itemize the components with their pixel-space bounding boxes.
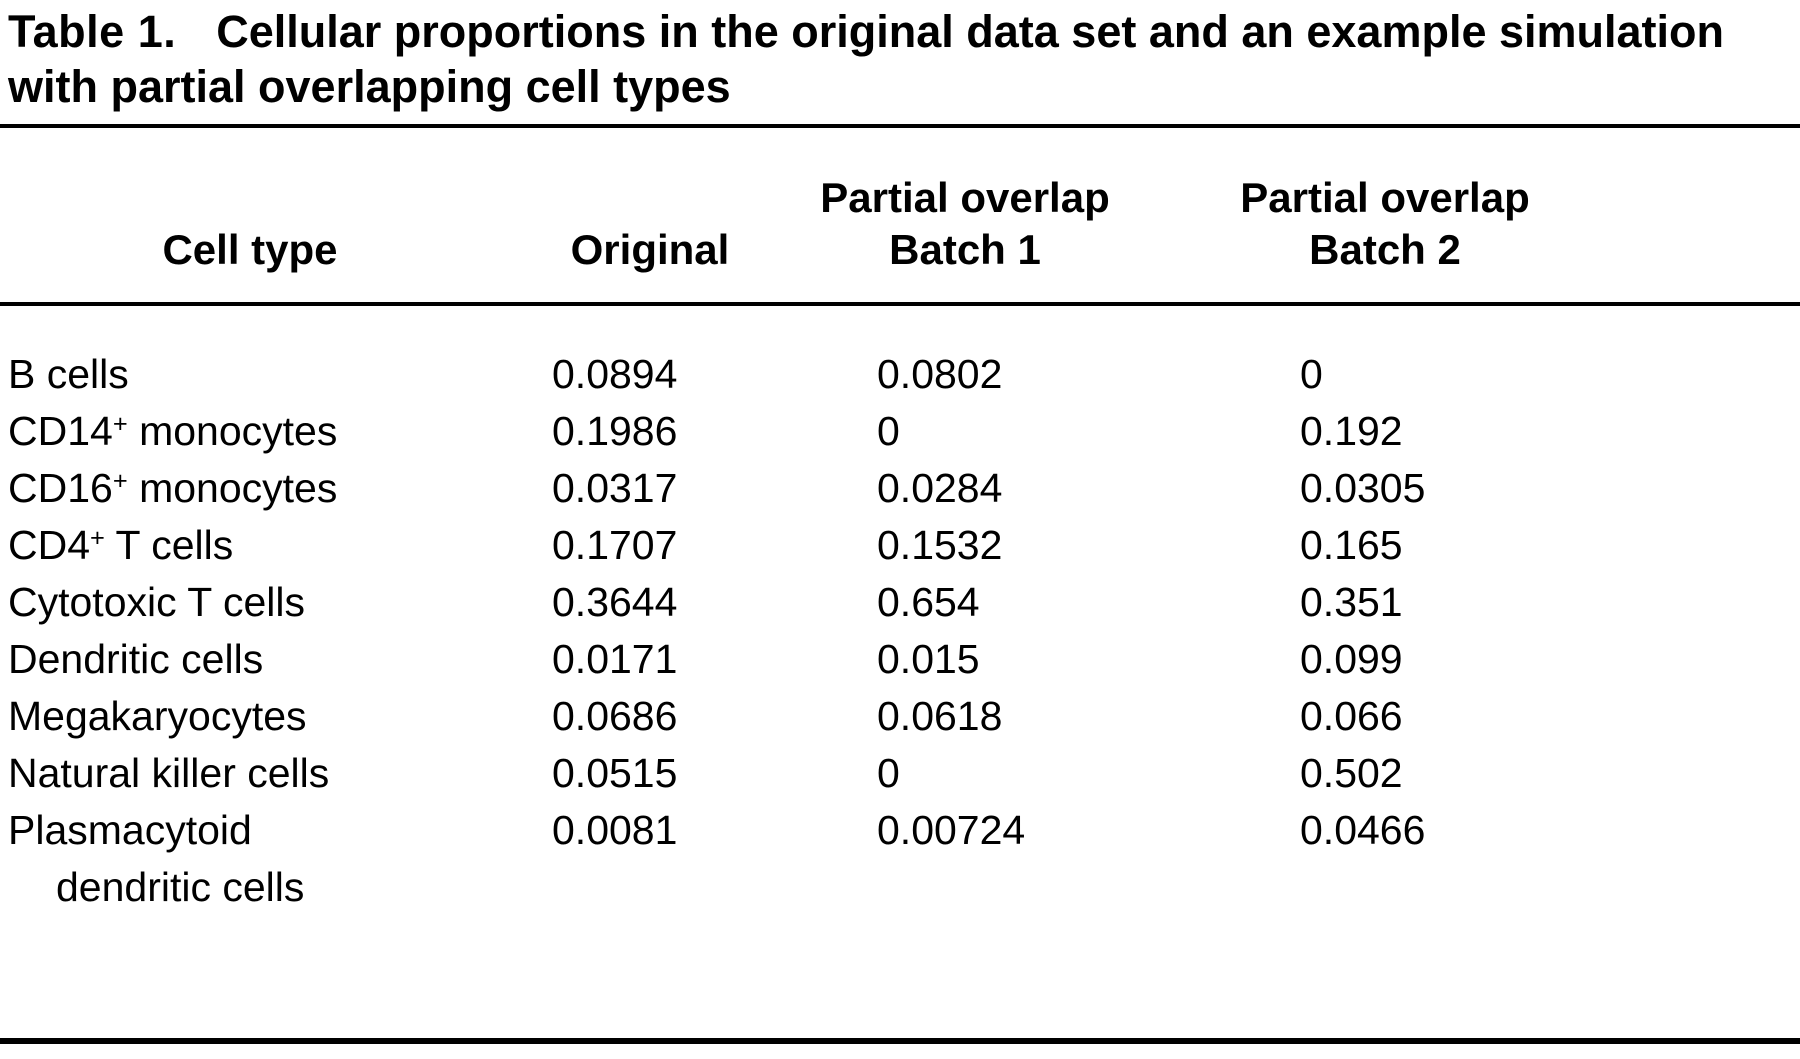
batch1-value: 0.015 [877, 636, 980, 682]
batch2-value: 0.099 [1300, 636, 1403, 682]
row-spacer [1640, 745, 1800, 802]
original-value: 0.0894 [552, 351, 678, 397]
batch1-value: 0 [877, 750, 900, 796]
column-header-partial-overlap-batch-1: Partial overlap Batch 1 [800, 126, 1130, 306]
column-header-original: Original [500, 126, 800, 306]
cell-type-text: Plasmacytoid dendritic cells [8, 807, 305, 910]
original-value: 0.1707 [552, 522, 678, 568]
batch2-value: 0.351 [1300, 579, 1403, 625]
table-head: Cell type Original Partial overlap Batch… [0, 126, 1800, 306]
batch2-value: 0 [1300, 351, 1323, 397]
row-spacer [1640, 517, 1800, 574]
table-caption: Table 1. Cellular proportions in the orig… [0, 0, 1800, 114]
cell-type-name: CD4+ T cells [0, 517, 500, 574]
batch1-value: 0.1532 [877, 522, 1003, 568]
cell-proportions-table: Cell type Original Partial overlap Batch… [0, 124, 1800, 1044]
batch2-value: 0.066 [1300, 693, 1403, 739]
header-line: Batch 2 [1309, 226, 1461, 273]
table-row: Dendritic cells 0.0171 0.015 0.099 [0, 631, 1800, 688]
batch2-value: 0.0466 [1300, 807, 1426, 853]
cell-type-text-rest: monocytes [127, 408, 338, 454]
row-spacer [1640, 574, 1800, 631]
batch2-value: 0.502 [1300, 750, 1403, 796]
column-header-cell-type: Cell type [0, 126, 500, 306]
original-value: 0.0081 [552, 807, 678, 853]
batch1-value: 0.00724 [877, 807, 1026, 853]
cell-type-text-rest: monocytes [127, 465, 338, 511]
cell-type-text: Dendritic cells [8, 636, 264, 682]
table-row: CD16+ monocytes 0.0317 0.0284 0.0305 [0, 460, 1800, 517]
cell-type-text: B cells [8, 351, 129, 397]
batch1-value: 0 [877, 408, 900, 454]
table-number: Table 1. [8, 6, 177, 57]
superscript-plus: + [112, 467, 128, 496]
table-row: Natural killer cells 0.0515 0 0.502 [0, 745, 1800, 802]
batch2-value: 0.0305 [1300, 465, 1426, 511]
superscript-plus: + [90, 524, 105, 553]
original-value: 0.0686 [552, 693, 678, 739]
batch1-value: 0.0284 [877, 465, 1003, 511]
cell-type-text-rest: T cells [104, 522, 234, 568]
original-value: 0.0515 [552, 750, 678, 796]
header-row: Cell type Original Partial overlap Batch… [0, 126, 1800, 306]
cell-type-name: B cells [0, 304, 500, 403]
table-body: B cells 0.0894 0.0802 0 CD14+ monocytes 0.198… [0, 304, 1800, 1041]
row-spacer [1640, 802, 1800, 1041]
cell-type-text: CD4 [8, 522, 91, 568]
cell-type-name: Natural killer cells [0, 745, 500, 802]
table-row: Cytotoxic T cells 0.3644 0.654 0.351 [0, 574, 1800, 631]
cell-type-text: CD14 [8, 408, 113, 454]
table-row: CD14+ monocytes 0.1986 0 0.192 [0, 403, 1800, 460]
batch1-value: 0.0802 [877, 351, 1003, 397]
original-value: 0.0171 [552, 636, 678, 682]
row-spacer [1640, 403, 1800, 460]
original-value: 0.3644 [552, 579, 678, 625]
table-title: Cellular proportions in the original dat… [8, 6, 1724, 112]
cell-type-text: Natural killer cells [8, 750, 330, 796]
header-line: Partial overlap [1240, 174, 1530, 221]
header-line: Original [570, 226, 730, 273]
cell-type-name: Cytotoxic T cells [0, 574, 500, 631]
header-line: Partial overlap [820, 174, 1110, 221]
cell-type-name: CD16+ monocytes [0, 460, 500, 517]
cell-type-text: Cytotoxic T cells [8, 579, 305, 625]
header-line: Cell type [162, 226, 338, 273]
batch2-value: 0.165 [1300, 522, 1403, 568]
superscript-plus: + [112, 410, 128, 439]
table-row: Plasmacytoid dendritic cells 0.0081 0.0072… [0, 802, 1800, 1041]
cell-type-name: Dendritic cells [0, 631, 500, 688]
row-spacer [1640, 304, 1800, 403]
table-row: B cells 0.0894 0.0802 0 [0, 304, 1800, 403]
row-spacer [1640, 631, 1800, 688]
original-value: 0.1986 [552, 408, 678, 454]
table-row: Megakaryocytes 0.0686 0.0618 0.066 [0, 688, 1800, 745]
cell-type-name: Plasmacytoid dendritic cells [0, 802, 500, 1041]
row-spacer [1640, 688, 1800, 745]
cell-type-text: CD16 [8, 465, 113, 511]
original-value: 0.0317 [552, 465, 678, 511]
column-header-partial-overlap-batch-2: Partial overlap Batch 2 [1130, 126, 1640, 306]
row-spacer [1640, 460, 1800, 517]
batch1-value: 0.0618 [877, 693, 1003, 739]
cell-type-text: Megakaryocytes [8, 693, 307, 739]
table-row: CD4+ T cells 0.1707 0.1532 0.165 [0, 517, 1800, 574]
cell-type-name: CD14+ monocytes [0, 403, 500, 460]
batch1-value: 0.654 [877, 579, 980, 625]
batch2-value: 0.192 [1300, 408, 1403, 454]
header-line: Batch 1 [889, 226, 1041, 273]
cell-type-name: Megakaryocytes [0, 688, 500, 745]
column-header-spacer [1640, 126, 1800, 306]
